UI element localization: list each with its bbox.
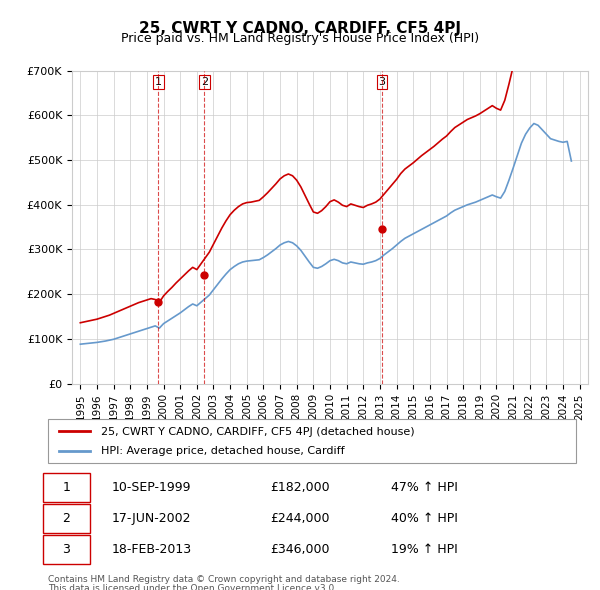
FancyBboxPatch shape [43, 473, 90, 502]
Text: 3: 3 [379, 77, 386, 87]
Text: 25, CWRT Y CADNO, CARDIFF, CF5 4PJ (detached house): 25, CWRT Y CADNO, CARDIFF, CF5 4PJ (deta… [101, 427, 415, 437]
Text: £244,000: £244,000 [270, 512, 329, 525]
Text: 10-SEP-1999: 10-SEP-1999 [112, 481, 191, 494]
FancyBboxPatch shape [43, 535, 90, 565]
Text: Price paid vs. HM Land Registry's House Price Index (HPI): Price paid vs. HM Land Registry's House … [121, 32, 479, 45]
Text: 47% ↑ HPI: 47% ↑ HPI [391, 481, 458, 494]
Text: Contains HM Land Registry data © Crown copyright and database right 2024.: Contains HM Land Registry data © Crown c… [48, 575, 400, 584]
Text: 1: 1 [62, 481, 70, 494]
Text: 25, CWRT Y CADNO, CARDIFF, CF5 4PJ: 25, CWRT Y CADNO, CARDIFF, CF5 4PJ [139, 21, 461, 35]
Text: 19% ↑ HPI: 19% ↑ HPI [391, 543, 458, 556]
Text: 1: 1 [155, 77, 162, 87]
Text: 18-FEB-2013: 18-FEB-2013 [112, 543, 191, 556]
FancyBboxPatch shape [43, 504, 90, 533]
Text: £182,000: £182,000 [270, 481, 329, 494]
Text: 2: 2 [201, 77, 208, 87]
FancyBboxPatch shape [48, 419, 576, 463]
Text: 40% ↑ HPI: 40% ↑ HPI [391, 512, 458, 525]
Text: 3: 3 [62, 543, 70, 556]
Text: This data is licensed under the Open Government Licence v3.0.: This data is licensed under the Open Gov… [48, 584, 337, 590]
Text: 17-JUN-2002: 17-JUN-2002 [112, 512, 191, 525]
Text: 2: 2 [62, 512, 70, 525]
Text: £346,000: £346,000 [270, 543, 329, 556]
Text: HPI: Average price, detached house, Cardiff: HPI: Average price, detached house, Card… [101, 446, 344, 456]
